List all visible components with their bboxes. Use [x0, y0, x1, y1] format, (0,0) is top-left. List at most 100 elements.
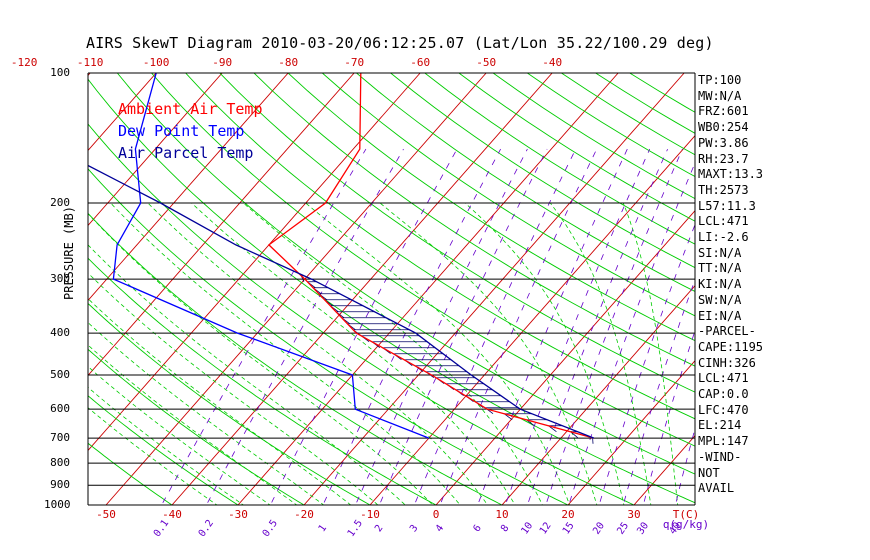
- mixing-ratio-line: [439, 148, 598, 505]
- moist-adiabat-line: [464, 202, 625, 505]
- index-readout: FRZ:601: [698, 104, 749, 119]
- mixing-ratio-tick-label: 2: [373, 523, 385, 534]
- pressure-tick-label: 800: [50, 456, 70, 470]
- dry-adiabat-line: [629, 73, 695, 113]
- index-readout: CINH:326: [698, 355, 756, 370]
- index-readout: TP:100: [698, 73, 742, 87]
- bottom-temp-tick-label: 20: [561, 508, 574, 521]
- index-readout: WB0:254: [698, 120, 749, 135]
- index-readout: KI:N/A: [698, 277, 742, 292]
- index-readout: L57:11.3: [698, 198, 756, 213]
- ambient-temp-line: [267, 73, 595, 439]
- legend-dewpoint: Dew Point Temp: [118, 122, 245, 140]
- dry-adiabat-line: [287, 73, 695, 342]
- mixing-ratio-tick-label: 12: [538, 520, 554, 536]
- moist-adiabat-line: [549, 202, 652, 505]
- legend-ambient: Ambient Air Temp: [118, 100, 263, 118]
- mixing-ratio-tick-label: 0.2: [197, 518, 216, 539]
- isotherm-line: [88, 73, 223, 227]
- index-readout: EL:214: [698, 418, 742, 433]
- index-readout: TT:N/A: [698, 261, 742, 276]
- moist-adiabat-line: [88, 366, 271, 505]
- mixing-ratio-tick-label: 4: [434, 523, 446, 534]
- pressure-tick-label: 1000: [44, 498, 71, 511]
- parcel-temp-line: [88, 164, 595, 439]
- isotherm-line: [0, 73, 24, 505]
- pressure-tick-label: 400: [50, 326, 70, 340]
- dry-adiabat-line: [88, 168, 570, 505]
- temp-unit-label: T(C): [673, 508, 700, 521]
- mixing-ratio-tick-label: 0.5: [261, 518, 280, 539]
- mixing-ratio-line: [355, 148, 528, 505]
- index-readout: LI:-2.6: [698, 230, 749, 244]
- mixing-ratio-tick-label: 1: [317, 523, 329, 534]
- dry-adiabat-line: [88, 348, 305, 505]
- index-readout: AVAIL: [698, 481, 735, 496]
- isotherm-line: [369, 135, 695, 505]
- isotherm-line: [435, 210, 695, 505]
- isotherm-line: [567, 360, 695, 505]
- top-temp-tick-label: -110: [77, 56, 104, 69]
- legend-parcel: Air Parcel Temp: [118, 144, 254, 162]
- top-temp-tick-label: -60: [410, 56, 430, 69]
- mixing-ratio-tick-label: 1.5: [346, 518, 365, 539]
- isotherm-line: [105, 73, 487, 505]
- pressure-tick-label: 500: [50, 367, 70, 381]
- dry-adiabat-line: [88, 212, 503, 505]
- dry-adiabat-line: [492, 73, 695, 200]
- index-readout: -PARCEL-: [698, 324, 756, 339]
- index-readout: SW:N/A: [698, 292, 742, 307]
- top-temp-tick-label: -90: [212, 56, 232, 69]
- y-axis-title: PRESSURE (MB): [62, 206, 76, 300]
- dry-adiabat-line: [356, 73, 695, 292]
- pressure-tick-label: 100: [50, 66, 70, 79]
- moist-adiabat-line: [88, 213, 434, 505]
- moist-adiabat-line: [147, 202, 489, 505]
- mixing-ratio-unit-label: q(g/kg): [663, 518, 709, 531]
- isotherm-line: [633, 435, 695, 505]
- moist-adiabat-line: [88, 244, 406, 505]
- moist-adiabat-line: [110, 202, 461, 505]
- mixing-ratio-line: [568, 161, 695, 505]
- index-readout: LFC:470: [698, 402, 749, 417]
- top-temp-tick-label: -40: [542, 56, 562, 69]
- dry-adiabat-line: [88, 78, 695, 504]
- dry-adiabat-line: [424, 73, 695, 245]
- dry-adiabat-line: [88, 302, 371, 505]
- isotherm-line: [303, 73, 685, 505]
- moist-adiabat-line: [88, 272, 379, 505]
- moist-adiabat-line: [305, 202, 571, 505]
- bottom-temp-tick-label: 10: [495, 508, 508, 521]
- index-readout: TH:2573: [698, 182, 749, 197]
- dry-adiabat-line: [390, 73, 695, 269]
- top-temp-tick-label: -70: [344, 56, 364, 69]
- bottom-temp-tick-label: -50: [96, 508, 116, 521]
- index-readout: LCL:471: [698, 371, 749, 386]
- dry-adiabat-line: [253, 73, 695, 367]
- dry-adiabat-line: [88, 257, 437, 505]
- moist-adiabat-line: [88, 386, 245, 505]
- bottom-temp-tick-label: 30: [627, 508, 640, 521]
- index-readout: CAP:0.0: [698, 387, 749, 401]
- dry-adiabat-line: [151, 73, 695, 447]
- bottom-temp-tick-label: -10: [360, 508, 380, 521]
- isotherm-line: [88, 73, 355, 377]
- moist-adiabat-line: [622, 202, 679, 505]
- dry-adiabat-line: [116, 73, 695, 475]
- index-readout: -WIND-: [698, 449, 742, 464]
- index-readout: MW:N/A: [698, 88, 742, 103]
- moist-adiabat-line: [379, 202, 598, 505]
- mixing-ratio-tick-label: 0.1: [152, 518, 171, 539]
- dry-adiabat-line: [458, 73, 695, 222]
- index-readout: MAXT:13.3: [698, 167, 764, 182]
- mixing-ratio-tick-label: 20: [591, 521, 607, 537]
- top-temp-tick-label: -100: [143, 56, 170, 69]
- mixing-ratio-line: [270, 148, 458, 505]
- dry-adiabat-line: [88, 442, 173, 505]
- mixing-ratio-tick-label: 8: [499, 523, 511, 534]
- mixing-ratio-tick-label: 3: [408, 523, 420, 534]
- mixing-ratio-tick-label: 30: [635, 520, 651, 536]
- pressure-tick-label: 700: [50, 431, 70, 445]
- bottom-temp-tick-label: -40: [162, 508, 182, 521]
